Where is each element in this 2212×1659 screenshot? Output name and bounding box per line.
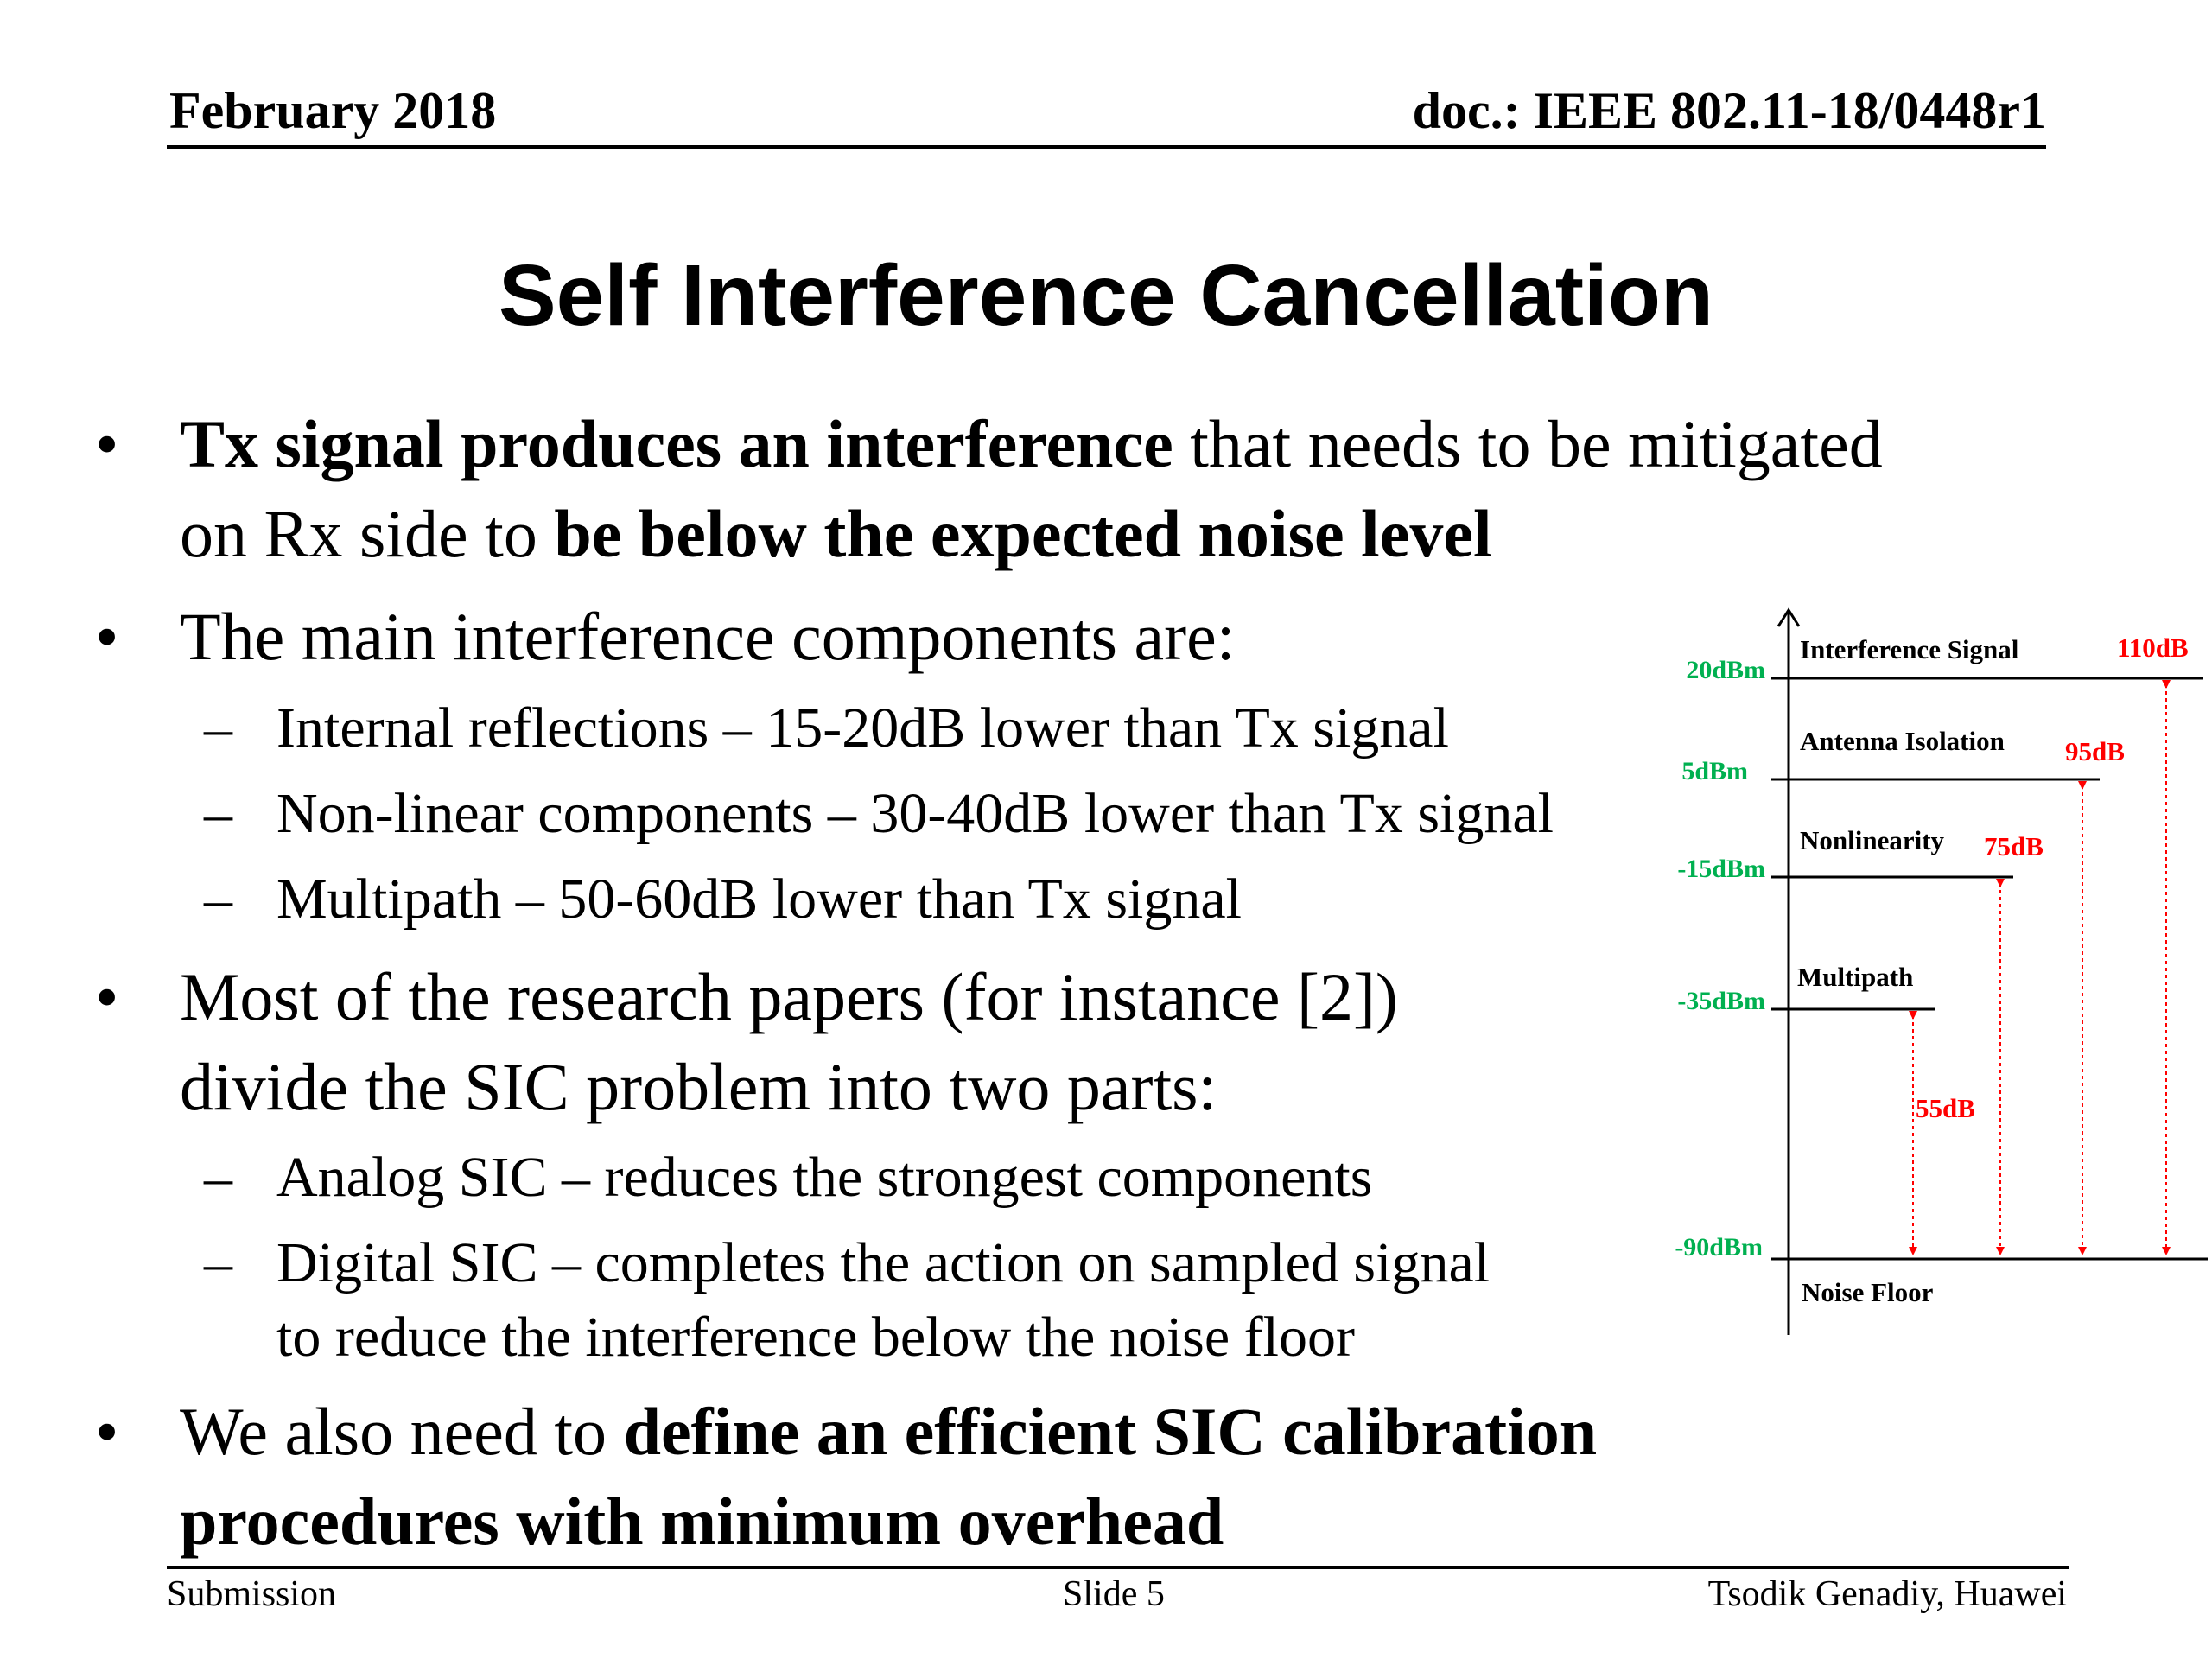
slide-title: Self Interference Cancellation <box>498 247 1713 344</box>
sub-dash: – <box>204 1231 232 1294</box>
level-name: Multipath <box>1797 962 1913 992</box>
bullet-dot: • <box>95 959 119 1034</box>
bullet-3-line-2: divide the SIC problem into two parts: <box>180 1049 1217 1124</box>
sub-dash: – <box>204 696 232 760</box>
dbm-label: -90dBm <box>1675 1233 1763 1262</box>
footer-author: Tsodik Genadiy, Huawei <box>1707 1574 2067 1614</box>
footer-slide-number: Slide 5 <box>1063 1574 1165 1614</box>
sub-item-digital-sic-cont: to reduce the interference below the noi… <box>276 1306 1355 1369</box>
sub-item-digital-sic: Digital SIC – completes the action on sa… <box>276 1231 1491 1294</box>
bullet-2: The main interference components are: <box>180 599 1236 674</box>
level-name: Nonlinearity <box>1800 825 1945 855</box>
dbm-label: -35dBm <box>1677 987 1765 1015</box>
header-date: February 2018 <box>169 82 497 139</box>
sub-item-non-linear: Non-linear components – 30-40dB lower th… <box>276 782 1554 845</box>
bullet-1-text-2: on Rx side to <box>180 496 555 571</box>
axis-arrowhead <box>1777 607 1801 627</box>
bullet-4-line-1: We also need to define an efficient SIC … <box>180 1387 1597 1477</box>
sub-dash: – <box>204 782 232 845</box>
bullet-dot: • <box>95 1394 119 1469</box>
header-doc-id: doc.: IEEE 802.11-18/0448r1 <box>1412 82 2046 139</box>
sub-item-analog-sic: Analog SIC – reduces the strongest compo… <box>276 1146 1373 1209</box>
sub-item-internal-reflections: Internal reflections – 15-20dB lower tha… <box>276 696 1449 760</box>
level-name: Interference Signal <box>1800 634 2019 664</box>
header-divider <box>167 145 2046 149</box>
bullet-4-bold-1: define an efficient SIC calibration <box>623 1394 1598 1469</box>
gap-label: 95dB <box>2065 736 2125 766</box>
bullet-1-text-1: that needs to be mitigated <box>1173 406 1883 481</box>
bullet-4-text: We also need to <box>180 1394 624 1469</box>
bullet-1-bold-1: Tx signal produces an interference <box>180 406 1173 481</box>
bullet-dot: • <box>95 406 119 481</box>
dbm-label: -15dBm <box>1677 855 1765 883</box>
gap-label: 110dB <box>2117 632 2189 663</box>
bullet-4-line-2: procedures with minimum overhead <box>180 1477 1224 1567</box>
bullet-1-line-2: on Rx side to be below the expected nois… <box>180 489 1492 579</box>
bullet-3-line-1: Most of the research papers (for instanc… <box>180 959 1398 1034</box>
sub-dash: – <box>204 1146 232 1209</box>
bullet-1-bold-2: be below the expected noise level <box>554 496 1492 571</box>
bullet-4-bold-2: procedures with minimum overhead <box>180 1484 1224 1559</box>
sub-dash: – <box>204 868 232 931</box>
footer-submission: Submission <box>167 1574 337 1614</box>
footer-divider <box>167 1566 2069 1569</box>
gap-label: 55dB <box>1916 1093 1975 1123</box>
dbm-label: 5dBm <box>1681 757 1748 785</box>
bullet-1-line-1: Tx signal produces an interference that … <box>180 399 1883 489</box>
gap-label: 75dB <box>1984 831 2044 861</box>
sub-item-multipath: Multipath – 50-60dB lower than Tx signal <box>276 868 1243 931</box>
level-name: Noise Floor <box>1802 1277 1934 1307</box>
interference-level-diagram: 20dBm 5dBm -15dBm -35dBm -90dBm Interfer… <box>1675 607 2208 1335</box>
level-name: Antenna Isolation <box>1800 726 2005 756</box>
dbm-label: 20dBm <box>1686 656 1765 684</box>
bullet-dot: • <box>95 599 119 674</box>
